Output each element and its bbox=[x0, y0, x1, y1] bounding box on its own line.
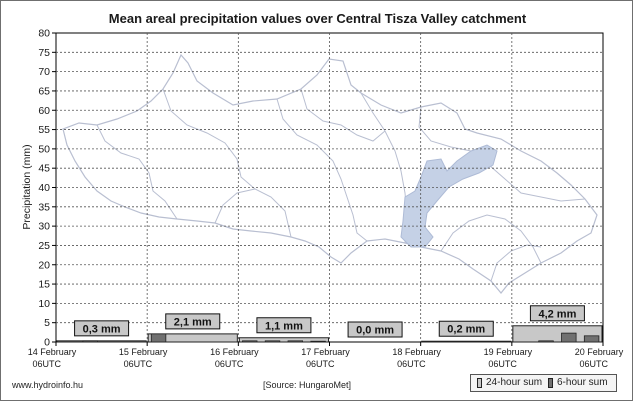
y-tick-label: 50 bbox=[38, 143, 50, 155]
daily-value-label-box bbox=[165, 313, 221, 330]
daily-value-label-box bbox=[438, 320, 494, 337]
daily-value-label: 0,2 mm bbox=[447, 324, 485, 336]
daily-bar bbox=[147, 333, 238, 343]
y-tick-label: 35 bbox=[38, 201, 50, 213]
six-hour-bar bbox=[561, 332, 577, 343]
x-tick-label: 18 February bbox=[392, 347, 441, 357]
daily-value-label-box bbox=[256, 317, 312, 334]
region-inner-border bbox=[300, 88, 386, 142]
six-hour-bar bbox=[242, 340, 258, 343]
region-inner-border bbox=[214, 188, 256, 224]
six-hour-bar bbox=[583, 335, 600, 343]
daily-value-label: 1,1 mm bbox=[265, 320, 303, 332]
region-inner-border bbox=[162, 88, 292, 238]
y-tick-label: 10 bbox=[38, 298, 50, 310]
x-tick-label: 06UTC bbox=[306, 359, 335, 369]
six-hour-bar bbox=[82, 340, 98, 343]
x-tick-label: 16 February bbox=[210, 347, 259, 357]
plot-axes: 0 5 10 15 20 25 30 35 40 45 50 55 60 65 70 75 80 14 Febru… bbox=[28, 28, 624, 370]
six-hour-bars bbox=[82, 332, 600, 343]
daily-bars bbox=[56, 325, 603, 343]
x-tick-label: 20 February bbox=[575, 347, 624, 357]
legend-label-6h: 6-hour sum bbox=[557, 377, 608, 388]
daily-value-label: 4,2 mm bbox=[538, 308, 576, 320]
lake-tisza bbox=[400, 144, 498, 248]
region-inner-border bbox=[276, 98, 368, 242]
legend-label-24h: 24-hour sum bbox=[486, 377, 543, 388]
y-tick-label: 30 bbox=[38, 221, 50, 233]
y-tick-label: 75 bbox=[38, 47, 50, 59]
six-hour-bar bbox=[310, 340, 326, 343]
x-tick-label: 06UTC bbox=[397, 359, 426, 369]
legend-swatch-6h bbox=[548, 378, 553, 388]
legend: 24-hour sum 6-hour sum bbox=[470, 374, 617, 392]
y-tick-label: 60 bbox=[38, 105, 50, 117]
region-inner-border bbox=[440, 214, 542, 264]
six-hour-bar bbox=[150, 333, 167, 343]
daily-bar bbox=[421, 340, 512, 343]
y-tick-label: 5 bbox=[44, 317, 50, 329]
daily-bar bbox=[512, 325, 603, 343]
region-inner-border bbox=[490, 244, 542, 282]
daily-value-label-box bbox=[347, 321, 403, 338]
y-tick-label: 15 bbox=[38, 279, 50, 291]
six-hour-bar bbox=[264, 340, 281, 343]
x-tick-label: 15 February bbox=[119, 347, 168, 357]
region-inner-border bbox=[96, 124, 178, 220]
source-label: [Source: HungaroMet] bbox=[263, 380, 352, 390]
x-tick-label: 14 February bbox=[28, 347, 77, 357]
daily-bar bbox=[238, 337, 329, 343]
x-tick-label: 06UTC bbox=[215, 359, 244, 369]
x-tick-label: 06UTC bbox=[488, 359, 517, 369]
daily-value-label: 0,3 mm bbox=[83, 323, 121, 335]
y-tick-label: 45 bbox=[38, 163, 50, 175]
x-tick-label: 19 February bbox=[484, 347, 533, 357]
x-tick-label: 06UTC bbox=[579, 359, 608, 369]
daily-value-label: 2,1 mm bbox=[174, 316, 212, 328]
y-tick-label: 80 bbox=[38, 28, 50, 40]
chart-title: Mean areal precipitation values over Cen… bbox=[108, 11, 527, 26]
daily-value-label-box bbox=[74, 320, 130, 337]
y-tick-label: 25 bbox=[38, 240, 50, 252]
legend-swatch-24h bbox=[477, 378, 482, 388]
y-axis-label: Precipitation (mm) bbox=[21, 144, 33, 229]
value-labels: 0,3 mm 2,1 mm 1,1 mm 0,0 mm 0,2 mm 4,2 mm bbox=[74, 305, 585, 338]
y-tick-label: 65 bbox=[38, 85, 50, 97]
y-tick-label: 0 bbox=[44, 337, 50, 349]
daily-value-label-box bbox=[529, 305, 585, 322]
daily-bar bbox=[56, 340, 147, 343]
six-hour-bar bbox=[287, 340, 304, 343]
y-tick-label: 40 bbox=[38, 182, 50, 194]
six-hour-bar bbox=[538, 340, 554, 343]
y-tick-label: 20 bbox=[38, 259, 50, 271]
x-tick-label: 17 February bbox=[301, 347, 350, 357]
x-tick-label: 06UTC bbox=[124, 359, 153, 369]
daily-value-label: 0,0 mm bbox=[356, 325, 394, 337]
x-tick-label: 06UTC bbox=[32, 359, 61, 369]
y-tick-label: 70 bbox=[38, 66, 50, 78]
y-tick-label: 55 bbox=[38, 124, 50, 136]
region-outline bbox=[62, 53, 598, 294]
website-label: www.hydroinfo.hu bbox=[12, 380, 84, 390]
